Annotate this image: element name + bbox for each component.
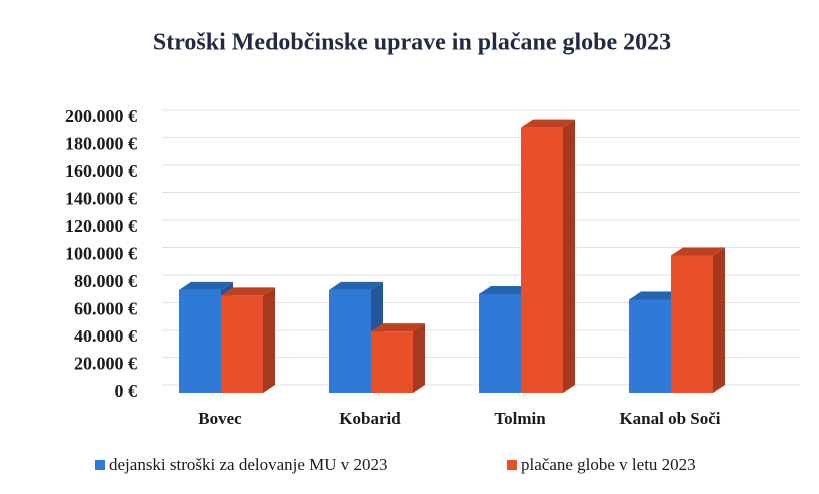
y-tick-label: 40.000 € [74, 326, 137, 346]
bar [521, 127, 563, 393]
y-tick-label: 100.000 € [65, 244, 137, 264]
x-tick-label: Kobarid [339, 409, 401, 428]
x-tick-label: Tolmin [494, 409, 546, 428]
bar-top [671, 247, 725, 256]
y-tick-label: 180.000 € [65, 134, 137, 154]
bar [329, 289, 371, 393]
y-tick-label: 60.000 € [74, 299, 137, 319]
bar-top [521, 119, 575, 128]
y-tick-label: 80.000 € [74, 271, 137, 291]
legend-swatch [507, 460, 517, 470]
y-tick-label: 160.000 € [65, 161, 137, 181]
bar [179, 289, 221, 393]
x-tick-label: Bovec [198, 409, 242, 428]
bar-top [629, 291, 683, 300]
legend-label: plačane globe v letu 2023 [521, 455, 696, 474]
bar-top [371, 323, 425, 332]
bar [671, 255, 713, 393]
x-tick-label: Kanal ob Soči [619, 409, 720, 428]
y-tick-label: 140.000 € [65, 189, 137, 209]
chart-title: Stroški Medobčinske uprave in plačane gl… [153, 30, 671, 56]
bar-top [179, 281, 233, 290]
y-tick-label: 20.000 € [74, 354, 137, 374]
bar-top [329, 281, 383, 290]
bar [629, 299, 671, 393]
y-tick-label: 200.000 € [65, 106, 137, 126]
bar-side [413, 323, 425, 393]
legend-swatch [95, 460, 105, 470]
bar [221, 295, 263, 393]
bar [479, 294, 521, 393]
bar-side [563, 119, 575, 393]
bar [371, 331, 413, 393]
y-tick-label: 0 € [115, 381, 138, 401]
bar-side [263, 287, 275, 393]
legend-label: dejanski stroški za delovanje MU v 2023 [109, 455, 388, 474]
y-tick-label: 120.000 € [65, 216, 137, 236]
bar-top [479, 286, 533, 294]
bar-top [221, 287, 275, 296]
bar-side [713, 247, 725, 393]
